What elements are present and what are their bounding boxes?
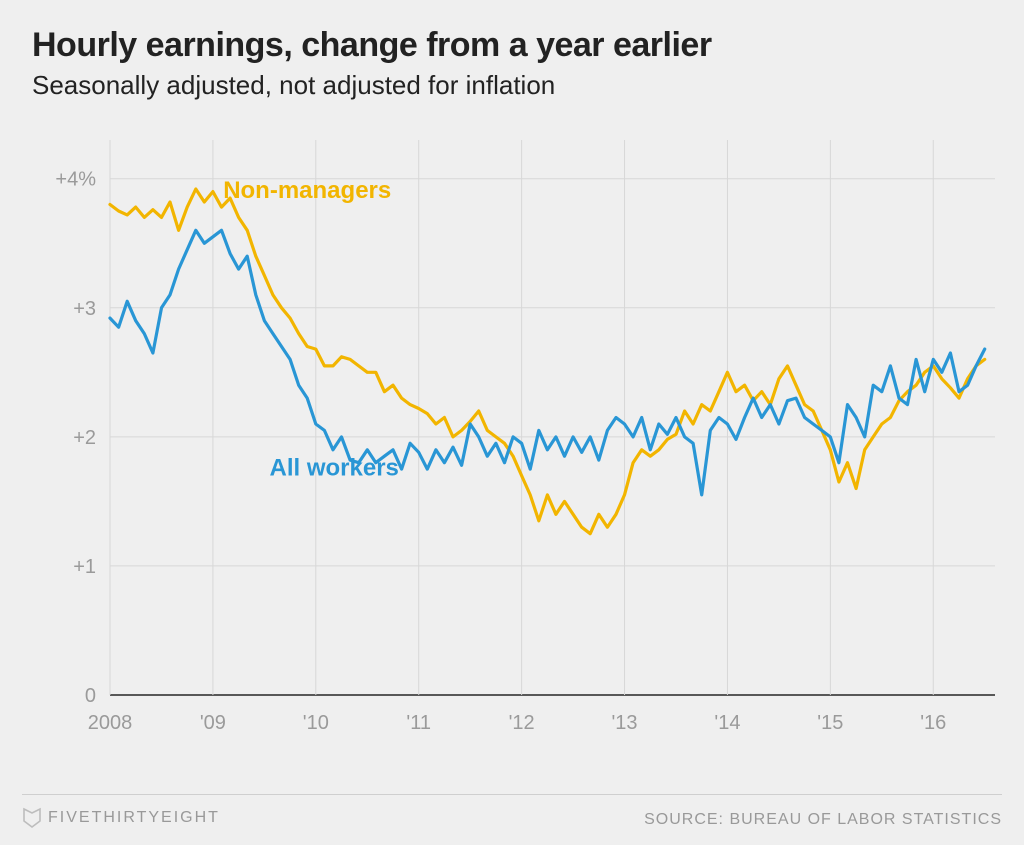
brand-label: FIVETHIRTYEIGHT xyxy=(22,807,220,829)
svg-text:+4%: +4% xyxy=(55,169,96,191)
line-chart: 2008'09'10'11'12'13'14'15'16 0+1+2+3+4% … xyxy=(30,140,995,760)
x-axis: 2008 '09 '10 '11 '12 '13 '14 '15 '16 xyxy=(88,712,947,734)
chart-title: Hourly earnings, change from a year earl… xyxy=(32,26,712,65)
svg-text:+1: +1 xyxy=(73,556,96,578)
series-label-non_managers: Non-managers xyxy=(223,177,391,204)
svg-text:2008: 2008 xyxy=(88,712,133,734)
chart-root: Hourly earnings, change from a year earl… xyxy=(0,0,1024,845)
svg-text:'10: '10 xyxy=(303,712,329,734)
brand-text: FIVETHIRTYEIGHT xyxy=(48,809,220,827)
svg-text:'13: '13 xyxy=(611,712,637,734)
series-labels: Non-managers All workers xyxy=(223,177,399,482)
series-all_workers xyxy=(110,230,985,495)
fox-icon xyxy=(22,807,42,829)
svg-text:+3: +3 xyxy=(73,298,96,320)
svg-text:'09: '09 xyxy=(200,712,226,734)
y-axis: 0 +1 +2 +3 +4% xyxy=(55,169,96,707)
data-series xyxy=(110,189,985,534)
series-label-all_workers: All workers xyxy=(270,455,399,482)
svg-text:'16: '16 xyxy=(920,712,946,734)
svg-text:'11: '11 xyxy=(406,712,431,734)
svg-text:'15: '15 xyxy=(817,712,843,734)
svg-text:'12: '12 xyxy=(509,712,535,734)
source-label: SOURCE: BUREAU OF LABOR STATISTICS xyxy=(644,811,1002,829)
chart-subtitle: Seasonally adjusted, not adjusted for in… xyxy=(32,70,555,101)
svg-text:'14: '14 xyxy=(714,712,740,734)
svg-text:0: 0 xyxy=(85,685,96,707)
svg-text:+2: +2 xyxy=(73,427,96,449)
footer-divider xyxy=(22,794,1002,795)
series-non_managers xyxy=(110,189,985,534)
